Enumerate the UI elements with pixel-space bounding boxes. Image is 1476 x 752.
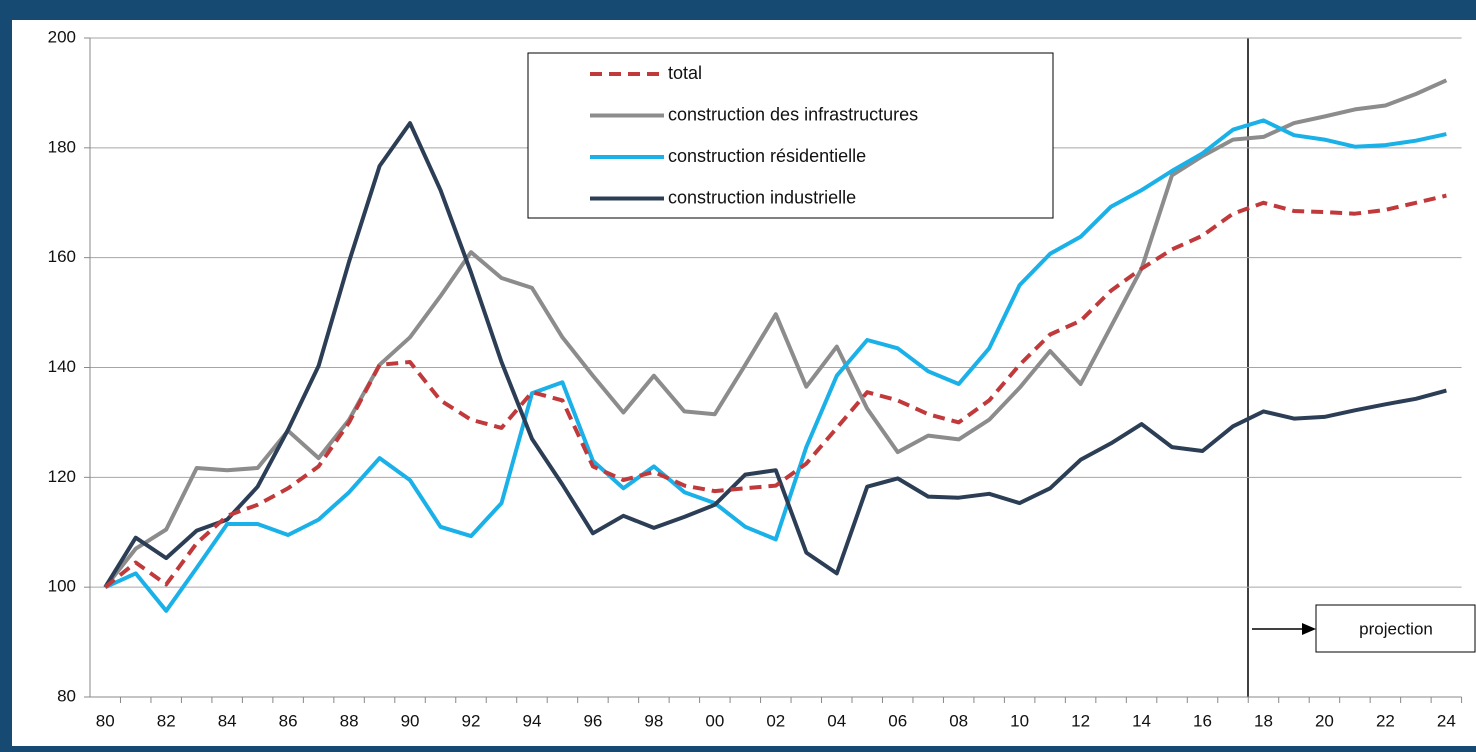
x-tick-label: 86 xyxy=(279,711,298,730)
x-tick-label: 10 xyxy=(1010,711,1029,730)
x-tick-label: 20 xyxy=(1315,711,1334,730)
annotation-box xyxy=(1315,604,1476,653)
legend-box xyxy=(527,52,1054,219)
x-tick-label: 14 xyxy=(1132,711,1151,730)
x-tick-label: 96 xyxy=(583,711,602,730)
y-tick-label: 100 xyxy=(48,577,76,596)
x-tick-label: 24 xyxy=(1437,711,1456,730)
projection-arrowhead xyxy=(1302,623,1316,635)
x-tick-label: 82 xyxy=(157,711,176,730)
legend-label: construction industrielle xyxy=(668,187,856,207)
x-tick-label: 80 xyxy=(96,711,115,730)
x-tick-label: 08 xyxy=(949,711,968,730)
x-tick-label: 18 xyxy=(1254,711,1273,730)
series-line xyxy=(103,78,1448,589)
legend-label: construction des infrastructures xyxy=(668,104,918,124)
x-tick-label: 00 xyxy=(705,711,724,730)
y-tick-label: 200 xyxy=(48,27,76,46)
y-tick-label: 140 xyxy=(48,357,76,376)
y-tick-label: 120 xyxy=(48,467,76,486)
x-tick-label: 84 xyxy=(218,711,237,730)
x-tick-label: 06 xyxy=(888,711,907,730)
x-tick-label: 94 xyxy=(522,711,541,730)
series-line xyxy=(104,118,1447,613)
legend-label: construction résidentielle xyxy=(668,146,866,166)
series-line xyxy=(103,193,1447,589)
x-tick-label: 88 xyxy=(340,711,359,730)
x-tick-label: 16 xyxy=(1193,711,1212,730)
x-tick-label: 98 xyxy=(644,711,663,730)
y-tick-label: 80 xyxy=(57,686,76,705)
x-tick-label: 12 xyxy=(1071,711,1090,730)
y-tick-label: 180 xyxy=(48,137,76,156)
x-tick-label: 22 xyxy=(1376,711,1395,730)
annotation: projection xyxy=(1359,619,1433,638)
legend-label: total xyxy=(668,63,702,83)
x-tick-label: 92 xyxy=(462,711,481,730)
x-tick-label: 04 xyxy=(827,711,846,730)
series-line xyxy=(103,121,1447,589)
x-tick-label: 90 xyxy=(401,711,420,730)
x-tick-label: 02 xyxy=(766,711,785,730)
y-tick-label: 160 xyxy=(48,247,76,266)
